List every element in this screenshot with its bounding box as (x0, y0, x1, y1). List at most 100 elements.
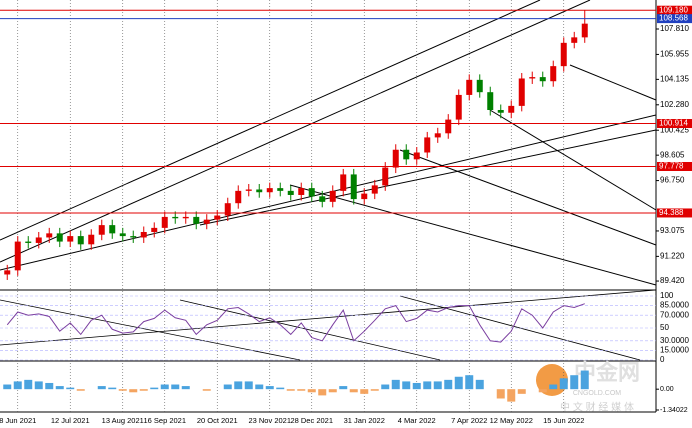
candle-body (455, 94, 462, 120)
y-tick-label: 0 (660, 355, 665, 364)
candle-body (266, 188, 273, 193)
candle-body (529, 77, 536, 79)
level-label: 108.568 (659, 14, 688, 23)
histogram-bar (349, 389, 358, 393)
histogram-bar (244, 381, 253, 390)
histogram-bar (129, 389, 138, 393)
x-tick-label: 13 Aug 2021 (102, 416, 144, 425)
y-tick-label: 105.955 (660, 50, 689, 59)
candle-body (235, 190, 242, 204)
y-tick-label: 89.420 (660, 276, 685, 285)
candle-body (340, 174, 347, 191)
histogram-bar (538, 389, 547, 393)
candle-body (35, 237, 42, 243)
level-label-box (657, 14, 692, 24)
y-tick-label: 107.810 (660, 24, 689, 33)
histogram-bar (318, 389, 327, 396)
histogram-bar (76, 389, 85, 391)
histogram-bar (444, 379, 453, 390)
histogram-bar (423, 381, 432, 390)
candle-body (371, 185, 378, 194)
candle-body (256, 189, 263, 193)
candle-body (476, 79, 483, 93)
histogram-bar (3, 384, 12, 390)
candle-body (14, 241, 21, 271)
histogram-bar (307, 389, 316, 393)
candle-body (4, 270, 11, 275)
histogram-bar (391, 379, 400, 390)
histogram-bar (34, 381, 43, 390)
level-label-box (657, 161, 692, 171)
histogram-bar (66, 387, 75, 390)
histogram-bar (559, 378, 568, 390)
histogram-bar (339, 386, 348, 390)
candle-body (424, 137, 431, 153)
y-tick-label: 100.425 (660, 125, 689, 134)
y-tick-label: 104.135 (660, 74, 689, 83)
candle-body (88, 234, 95, 245)
candle-body (319, 196, 326, 202)
candle-body (392, 149, 399, 168)
x-tick-label: 12 May 2022 (490, 416, 533, 425)
histogram-bar (465, 375, 474, 390)
level-label-box (657, 119, 692, 129)
histogram-bar (549, 384, 558, 390)
candle-body (518, 78, 525, 106)
candle-body (77, 236, 84, 245)
histogram-bar (150, 387, 159, 390)
x-tick-label: 4 Mar 2022 (398, 416, 436, 425)
histogram-bar (24, 379, 33, 390)
x-tick-label: 20 Oct 2021 (197, 416, 238, 425)
candle-body (46, 233, 53, 238)
y-tick-label: 15.0000 (660, 346, 689, 355)
oscillator-line (6, 303, 585, 343)
histogram-bar (570, 375, 579, 390)
candle-body (287, 190, 294, 195)
histogram-bar (234, 381, 243, 390)
candle-body (25, 241, 32, 243)
histogram-bar (223, 384, 232, 390)
candle-body (245, 189, 252, 191)
candle-body (571, 37, 578, 43)
candle-body (508, 105, 515, 113)
candle-body (466, 79, 473, 95)
x-tick-label: 31 Jan 2022 (344, 416, 385, 425)
candle-body (130, 236, 137, 238)
candle-body (98, 225, 105, 235)
candle-body (214, 215, 221, 220)
candle-body (67, 236, 74, 242)
level-label: 100.914 (659, 119, 688, 128)
histogram-bar (370, 389, 379, 391)
candle-body (109, 225, 116, 234)
candle-body (413, 152, 420, 160)
histogram-bar (496, 389, 505, 399)
histogram-bar (475, 379, 484, 390)
histogram-bar (507, 389, 516, 402)
y-tick-label: 98.605 (660, 150, 685, 159)
x-tick-label: 28 Dec 2021 (290, 416, 333, 425)
histogram-bar (433, 381, 442, 390)
histogram-bar (108, 387, 117, 390)
histogram-bar (202, 389, 211, 391)
y-tick-label: 102.280 (660, 100, 689, 109)
candle-body (193, 216, 200, 224)
level-label: 97.778 (659, 162, 684, 171)
level-label: 109.180 (659, 5, 688, 14)
y-tick-label: 96.750 (660, 176, 685, 185)
histogram-bar (454, 376, 463, 390)
x-tick-label: 23 Nov 2021 (248, 416, 291, 425)
candle-body (445, 119, 452, 134)
candle-body (329, 190, 336, 202)
candle-body (308, 188, 315, 197)
histogram-bar (276, 387, 285, 390)
candle-body (497, 110, 504, 113)
candle-body (361, 193, 368, 200)
candle-body (140, 231, 147, 238)
x-tick-label: 7 Apr 2022 (451, 416, 487, 425)
candle-body (203, 219, 210, 224)
candle-body (560, 42, 567, 67)
y-tick-label: 0.00 (660, 386, 674, 393)
level-label-box (657, 5, 692, 15)
